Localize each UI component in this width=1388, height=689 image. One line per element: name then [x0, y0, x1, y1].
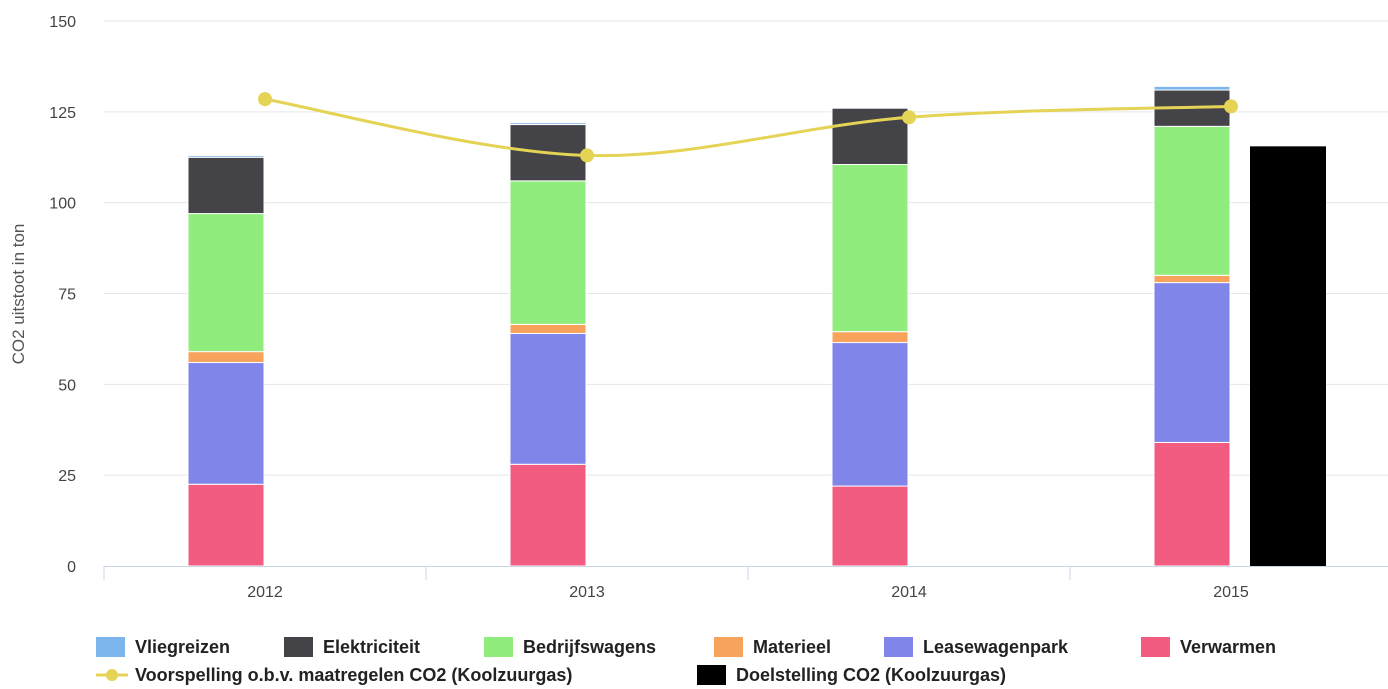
bar-verwarmen-2012[interactable]: [187, 483, 265, 567]
legend-swatch-leasewagenpark: [884, 637, 913, 657]
x-tick-label: 2015: [1213, 584, 1249, 601]
y-tick-label: 25: [58, 468, 76, 485]
legend-label: Vliegreizen: [135, 637, 230, 657]
legend-item-voorspelling-o-b-v-maatregelen-co2-koolzuurgas[interactable]: Voorspelling o.b.v. maatregelen CO2 (Koo…: [96, 665, 572, 685]
legend-label: Leasewagenpark: [923, 637, 1069, 657]
bar-target-2015[interactable]: [1250, 146, 1326, 566]
forecast-point-2012[interactable]: [258, 92, 272, 107]
legend-swatch-bedrijfswagens: [484, 637, 513, 657]
bar-leasewagenpark-2014[interactable]: [831, 342, 909, 487]
y-tick-label: 150: [49, 14, 76, 31]
bar-materieel-2014[interactable]: [831, 331, 909, 344]
y-tick-label: 125: [49, 105, 76, 122]
legend-swatch-doelstelling-co2-koolzuurgas: [697, 665, 726, 685]
bar-vliegreizen-2013[interactable]: [509, 122, 587, 126]
bar-vliegreizen-2012[interactable]: [187, 154, 265, 158]
bar-elektriciteit-2013[interactable]: [509, 124, 587, 182]
forecast-point-2014[interactable]: [902, 110, 916, 125]
bar-leasewagenpark-2013[interactable]: [509, 332, 587, 465]
legend-item-bedrijfswagens[interactable]: Bedrijfswagens: [484, 637, 656, 657]
legend-swatch-vliegreizen: [96, 637, 125, 657]
legend-item-materieel[interactable]: Materieel: [714, 637, 831, 657]
bar-bedrijfswagens-2015[interactable]: [1153, 125, 1231, 276]
bar-vliegreizen-2015[interactable]: [1153, 85, 1231, 91]
y-axis-label: CO2 uitstoot in ton: [9, 224, 28, 365]
legend-label: Verwarmen: [1180, 637, 1276, 657]
forecast-point-2015[interactable]: [1224, 99, 1238, 114]
x-axis: 2012 2013 2014 2015: [103, 566, 1388, 601]
x-tick-label: 2014: [891, 584, 927, 601]
legend-swatch-verwarmen: [1141, 637, 1170, 657]
legend-label: Bedrijfswagens: [523, 637, 656, 657]
legend-item-leasewagenpark[interactable]: Leasewagenpark: [884, 637, 1069, 657]
legend-swatch-materieel: [714, 637, 743, 657]
bar-materieel-2015[interactable]: [1153, 274, 1231, 284]
legend-label: Elektriciteit: [323, 637, 420, 657]
legend-item-elektriciteit[interactable]: Elektriciteit: [284, 637, 420, 657]
y-tick-label: 50: [58, 377, 76, 394]
bar-bedrijfswagens-2013[interactable]: [509, 180, 587, 325]
bar-verwarmen-2013[interactable]: [509, 463, 587, 567]
legend-swatch-elektriciteit: [284, 637, 313, 657]
legend-label: Doelstelling CO2 (Koolzuurgas): [736, 665, 1006, 685]
y-tick-label: 0: [67, 559, 76, 576]
legend-marker-swatch: [106, 669, 118, 681]
bar-bedrijfswagens-2012[interactable]: [187, 213, 265, 353]
forecast-point-2013[interactable]: [580, 148, 594, 163]
legend-label: Materieel: [753, 637, 831, 657]
bar-verwarmen-2015[interactable]: [1153, 441, 1231, 567]
bar-bedrijfswagens-2014[interactable]: [831, 164, 909, 333]
bar-verwarmen-2014[interactable]: [831, 485, 909, 567]
bar-materieel-2012[interactable]: [187, 351, 265, 364]
bar-materieel-2013[interactable]: [509, 323, 587, 334]
legend-label: Voorspelling o.b.v. maatregelen CO2 (Koo…: [135, 665, 572, 685]
bar-leasewagenpark-2012[interactable]: [187, 362, 265, 485]
y-tick-label: 75: [58, 287, 76, 304]
legend-item-vliegreizen[interactable]: Vliegreizen: [96, 637, 230, 657]
bars: [187, 85, 1326, 567]
legend-item-verwarmen[interactable]: Verwarmen: [1141, 637, 1276, 657]
forecast-line-path: [264, 97, 1232, 158]
x-tick-label: 2013: [569, 584, 605, 601]
y-tick-label: 100: [49, 196, 76, 213]
bar-elektriciteit-2012[interactable]: [187, 156, 265, 215]
bar-leasewagenpark-2015[interactable]: [1153, 282, 1231, 443]
x-tick-label: 2012: [247, 584, 283, 601]
bar-elektriciteit-2014[interactable]: [831, 107, 909, 166]
legend-item-doelstelling-co2-koolzuurgas[interactable]: Doelstelling CO2 (Koolzuurgas): [697, 665, 1006, 685]
forecast-line: [258, 92, 1238, 163]
y-axis: 0 25 50 75 100 125 150: [49, 14, 76, 576]
legend[interactable]: Vliegreizen Elektriciteit Bedrijfswagens Ma…: [96, 637, 1276, 685]
